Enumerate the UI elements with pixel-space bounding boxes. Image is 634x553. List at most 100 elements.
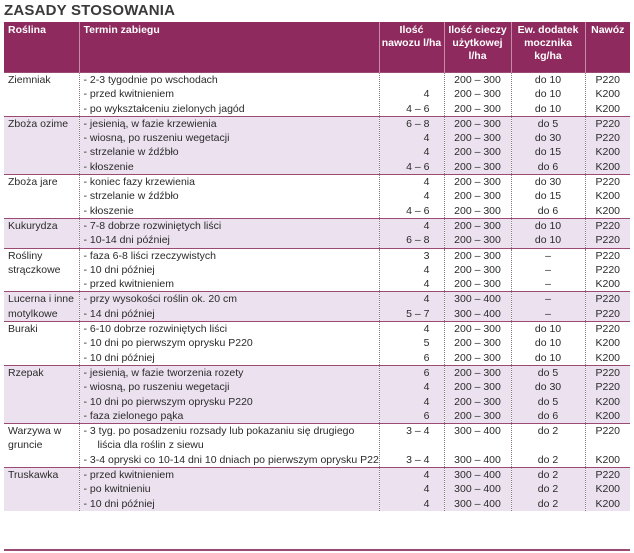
additive-cell: do 5 do 30 do 5 do 6: [511, 364, 586, 424]
dose-value: 4: [423, 497, 430, 510]
dose-value: 4: [423, 469, 430, 482]
term-value: - 10-14 dni później: [83, 234, 170, 247]
bottom-rule: [4, 549, 630, 551]
additive-cell: do 10 do 10 do 10: [511, 72, 586, 117]
additive-value: do 30: [534, 176, 562, 189]
additive-cell: do 30 do 15 do 6: [511, 174, 586, 219]
term-value: - 10 dni później: [83, 263, 155, 276]
product-value: K200: [595, 395, 621, 408]
liquid-cell: 200 – 300 200 – 300 200 – 300 200 – 300: [444, 364, 512, 424]
liquid-value: 200 – 300: [454, 278, 501, 291]
term-value: - 3-4 opryski co 10-14 dni 10 dniach po …: [83, 453, 379, 466]
additive-value: do 15: [534, 146, 562, 159]
dose-value: 4: [423, 278, 430, 291]
header-term: Termin zabiegu: [79, 22, 380, 73]
liquid-value: 300 – 400: [454, 307, 501, 320]
product-cell: P220 P220 K200 K200: [585, 364, 630, 424]
product-value: P220: [595, 74, 621, 86]
header-additive: Ew. dodatek mocznika kg/ha: [511, 22, 586, 73]
plant-name: Buraki: [8, 323, 38, 336]
table-row: Rośliny strączkowe - faza 6-8 liści rzecz…: [4, 247, 630, 292]
dose-value: 4: [423, 293, 430, 306]
term-value: - przed kwitnieniem: [83, 469, 174, 482]
dose-value: 4 – 6: [406, 204, 430, 217]
product-value: P220: [595, 307, 621, 320]
additive-cell: do 10 do 10: [511, 217, 586, 249]
additive-value: do 10: [534, 234, 562, 247]
dose-value: 3: [423, 249, 430, 262]
liquid-value: 200 – 300: [454, 234, 501, 247]
liquid-value: 200 – 300: [454, 351, 501, 364]
additive-value: do 2: [537, 469, 559, 482]
term-value: - 6-10 dobrze rozwiniętych liści: [83, 323, 228, 336]
term-cell: - jesienią, w fazie tworzenia rozety - wi…: [79, 364, 380, 424]
product-cell: P220 P220: [585, 291, 630, 322]
page-title: ZASADY STOSOWANIA: [4, 2, 176, 19]
product-value: K200: [595, 146, 621, 159]
plant-name: Zboża ozime: [8, 117, 69, 130]
table-header-row: Roślina Termin zabiegu Ilość nawozu l/ha…: [4, 22, 630, 73]
plant-name: Truskawka: [8, 469, 59, 482]
plant-name: Lucerna i inne motylkowe: [8, 293, 74, 320]
dose-cell: 4 6 – 8: [379, 217, 445, 249]
liquid-value: 200 – 300: [454, 204, 501, 217]
product-value: P220: [595, 117, 621, 130]
additive-value: do 10: [534, 351, 562, 364]
dose-value: 4: [423, 88, 430, 101]
liquid-cell: 300 – 400 300 – 400: [444, 291, 512, 322]
dose-value: 6: [423, 351, 430, 364]
additive-value: –: [545, 307, 551, 320]
additive-value: do 10: [534, 102, 562, 115]
product-value: K200: [595, 337, 621, 350]
additive-value: [514, 438, 583, 452]
product-cell: P220 K200 K200: [585, 321, 630, 366]
liquid-cell: 300 – 400 300 – 400: [444, 423, 512, 468]
plant-name: Rzepak: [8, 366, 44, 379]
liquid-value: 200 – 300: [454, 249, 501, 262]
plant-cell: Zboża ozime: [4, 115, 80, 175]
additive-value: do 30: [534, 381, 562, 394]
dose-value: 3 – 4: [406, 453, 430, 466]
additive-value: do 10: [534, 323, 562, 336]
liquid-value: 200 – 300: [454, 160, 501, 173]
product-cell: P220 K200 K200: [585, 174, 630, 219]
plant-name: Rośliny strączkowe: [8, 249, 61, 276]
plant-cell: Lucerna i inne motylkowe: [4, 291, 80, 322]
term-value: liścia dla roślin z siewu: [97, 439, 204, 452]
plant-cell: Ziemniak: [4, 72, 80, 117]
product-value: K200: [595, 453, 621, 466]
additive-value: do 5: [537, 366, 559, 379]
additive-value: –: [545, 263, 551, 276]
term-cell: - 3 tyg. po posadzeniu rozsady lub pokaz…: [79, 423, 380, 468]
plant-cell: Buraki: [4, 321, 80, 366]
product-value: P220: [595, 381, 621, 394]
table-row: Rzepak - jesienią, w fazie tworzenia roze…: [4, 364, 630, 424]
product-value: K200: [595, 102, 621, 115]
liquid-value: 300 – 400: [454, 483, 501, 496]
product-value: P220: [595, 219, 621, 232]
term-cell: - 7-8 dobrze rozwiniętych liści - 10-14 d…: [79, 217, 380, 249]
term-cell: - 2-3 tygodnie po wschodach - przed kwitn…: [79, 72, 380, 117]
term-value: - 14 dni później: [83, 307, 155, 320]
liquid-value: 200 – 300: [454, 366, 501, 379]
liquid-cell: 300 – 400 300 – 400 300 – 400: [444, 467, 512, 511]
liquid-cell: 200 – 300 200 – 300 200 – 300: [444, 247, 512, 292]
product-value: K200: [595, 278, 621, 291]
dose-value: 4 – 6: [406, 160, 430, 173]
liquid-cell: 200 – 300 200 – 300: [444, 217, 512, 249]
product-value: [588, 438, 629, 452]
liquid-value: 200 – 300: [454, 381, 501, 394]
term-value: - 3 tyg. po posadzeniu rozsady lub pokaz…: [83, 425, 355, 438]
liquid-value: 200 – 300: [454, 88, 501, 101]
table-row: Zboża ozime - jesienią, w fazie krzewieni…: [4, 115, 630, 175]
plant-name: Kukurydza: [8, 219, 58, 232]
product-value: K200: [595, 497, 621, 510]
product-value: P220: [595, 132, 621, 145]
term-value: - wiosną, po ruszeniu wegetacji: [83, 381, 230, 394]
term-value: - 7-8 dobrze rozwiniętych liści: [83, 219, 222, 232]
table-row: Kukurydza - 7-8 dobrze rozwiniętych liści…: [4, 217, 630, 249]
liquid-value: 200 – 300: [454, 395, 501, 408]
product-value: P220: [595, 469, 621, 482]
